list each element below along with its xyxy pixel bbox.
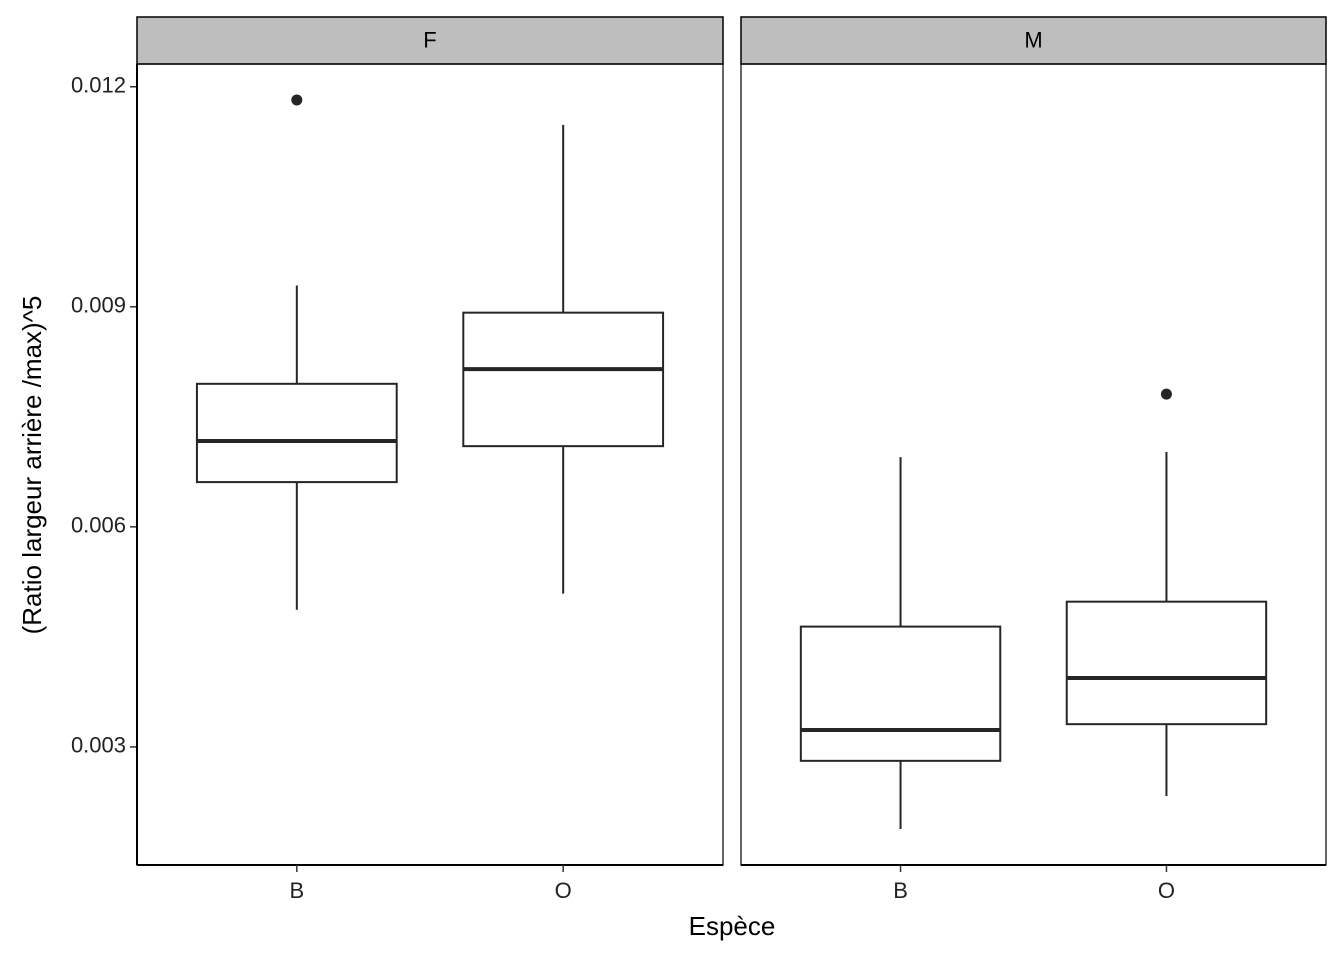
outlier [291,94,303,106]
box [799,625,1002,762]
x-tick-label: B [289,878,304,903]
y-axis-label: (Ratio largeur arrière /max)^5 [17,296,47,635]
x-tick-label: B [893,878,908,903]
outlier [1160,388,1172,400]
strip [740,16,1327,65]
y-tick-label: 0.012 [71,73,126,98]
x-axis-label: Espèce [689,911,776,941]
x-tick-label: O [555,878,572,903]
strip-label: F [423,27,436,52]
strip [136,16,724,65]
x-tick-label: O [1158,878,1175,903]
box [195,382,398,484]
box [462,311,665,448]
y-tick-label: 0.009 [71,293,126,318]
box [1065,600,1268,726]
strip-label: M [1024,27,1042,52]
y-tick-label: 0.006 [71,513,126,538]
y-tick-label: 0.003 [71,733,126,758]
